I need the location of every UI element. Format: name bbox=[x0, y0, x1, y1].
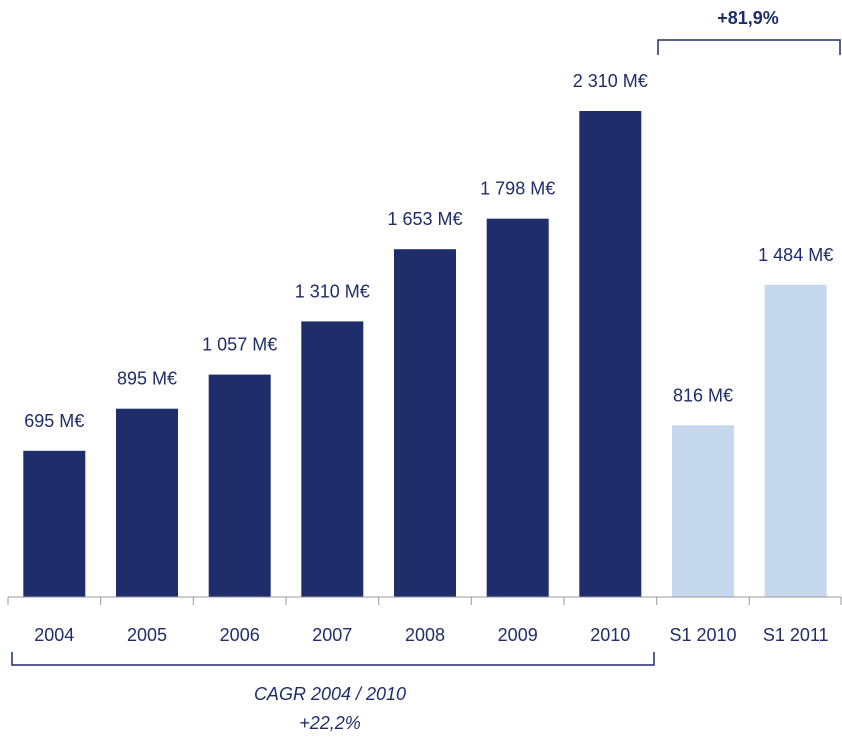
tick-label-2004: 2004 bbox=[34, 625, 74, 645]
tick-label-2007: 2007 bbox=[312, 625, 352, 645]
value-label-2008: 1 653 M€ bbox=[387, 209, 462, 229]
x-axis bbox=[7, 596, 842, 605]
tick-label-s1-2010: S1 2010 bbox=[669, 625, 736, 645]
cagr-label: CAGR 2004 / 2010 bbox=[254, 684, 406, 704]
bar-2010 bbox=[579, 111, 642, 597]
half-year-growth-bracket bbox=[657, 39, 841, 55]
cagr-value: +22,2% bbox=[299, 713, 361, 733]
value-label-s1-2010: 816 M€ bbox=[673, 385, 733, 405]
bar-s1-2010 bbox=[672, 425, 734, 597]
value-label-2007: 1 310 M€ bbox=[295, 281, 370, 301]
x-tick-labels-group: 2004 2005 2006 2007 2008 2009 2010 S1 2010 S1 20… bbox=[34, 625, 828, 645]
bar-2007 bbox=[301, 321, 364, 597]
bar-2008 bbox=[394, 249, 456, 597]
tick-label-2006: 2006 bbox=[220, 625, 260, 645]
half-year-growth-label: +81,9% bbox=[717, 8, 779, 28]
value-labels-group: 695 M€ 895 M€ 1 057 M€ 1 310 M€ 1 653 M€ 1 79… bbox=[24, 71, 833, 431]
bar-2005 bbox=[116, 408, 178, 597]
cagr-bracket bbox=[11, 652, 655, 666]
tick-label-2009: 2009 bbox=[498, 625, 538, 645]
value-label-2006: 1 057 M€ bbox=[202, 335, 277, 355]
value-label-2005: 895 M€ bbox=[117, 369, 177, 389]
tick-label-2008: 2008 bbox=[405, 625, 445, 645]
bar-2006 bbox=[208, 374, 271, 597]
bar-s1-2011 bbox=[764, 284, 827, 597]
bar-2004 bbox=[23, 450, 86, 597]
value-label-2010: 2 310 M€ bbox=[573, 71, 648, 91]
tick-label-2010: 2010 bbox=[590, 625, 630, 645]
bars-group bbox=[23, 111, 827, 597]
value-label-2004: 695 M€ bbox=[24, 411, 84, 431]
bar-2009 bbox=[486, 218, 549, 597]
tick-label-2005: 2005 bbox=[127, 625, 167, 645]
tick-label-s1-2011: S1 2011 bbox=[763, 625, 829, 645]
value-label-s1-2011: 1 484 M€ bbox=[758, 245, 833, 265]
value-label-2009: 1 798 M€ bbox=[480, 179, 555, 199]
